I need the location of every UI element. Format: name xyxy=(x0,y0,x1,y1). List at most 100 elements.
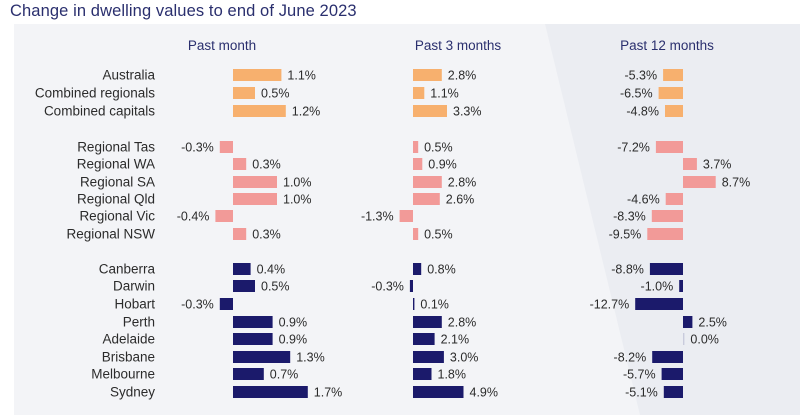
value-label-past-month-hobart: -0.3% xyxy=(181,298,214,312)
bar-past-3-months-hobart xyxy=(413,298,415,310)
bar-past-month-perth xyxy=(233,316,273,328)
value-label-past-month-regional-wa: 0.3% xyxy=(252,158,281,172)
category-label-perth: Perth xyxy=(123,315,155,330)
value-label-past-month-regional-sa: 1.0% xyxy=(283,176,312,190)
category-label-regional-sa: Regional SA xyxy=(80,175,155,190)
value-label-past-12-months-sydney: -5.1% xyxy=(625,386,658,400)
value-label-past-12-months-perth: 2.5% xyxy=(698,316,727,330)
bar-past-3-months-darwin xyxy=(409,280,413,292)
value-label-past-month-regional-tas: -0.3% xyxy=(181,141,214,155)
value-label-past-3-months-regional-qld: 2.6% xyxy=(446,193,475,207)
bar-past-month-darwin xyxy=(233,280,255,292)
value-label-past-month-combined-capitals: 1.2% xyxy=(292,105,321,119)
category-label-sydney: Sydney xyxy=(110,385,155,400)
value-label-past-month-australia: 1.1% xyxy=(287,69,316,83)
value-label-past-month-regional-nsw: 0.3% xyxy=(252,228,281,242)
value-label-past-12-months-regional-wa: 3.7% xyxy=(703,158,732,172)
value-label-past-12-months-hobart: -12.7% xyxy=(590,298,630,312)
bar-past-3-months-regional-vic xyxy=(399,210,413,222)
value-label-past-month-canberra: 0.4% xyxy=(257,263,286,277)
bar-past-12-months-darwin xyxy=(679,280,683,292)
bar-past-3-months-combined-regionals xyxy=(413,87,425,99)
value-label-past-3-months-brisbane: 3.0% xyxy=(450,351,479,365)
category-label-combined-capitals: Combined capitals xyxy=(44,104,155,119)
bar-past-12-months-australia xyxy=(663,69,683,81)
bar-past-3-months-adelaide xyxy=(413,333,435,345)
value-label-past-12-months-regional-sa: 8.7% xyxy=(722,176,751,190)
bar-past-month-canberra xyxy=(233,263,251,275)
value-label-past-12-months-australia: -5.3% xyxy=(624,69,657,83)
bar-past-3-months-sydney xyxy=(413,386,464,398)
bar-past-month-brisbane xyxy=(233,351,291,363)
bar-past-month-hobart xyxy=(219,298,233,310)
category-label-brisbane: Brisbane xyxy=(102,350,155,365)
bar-past-12-months-perth xyxy=(683,316,693,328)
bar-past-3-months-regional-qld xyxy=(413,193,440,205)
value-label-past-12-months-regional-vic: -8.3% xyxy=(613,210,646,224)
bar-past-12-months-regional-tas xyxy=(655,141,683,153)
value-label-past-3-months-regional-tas: 0.5% xyxy=(424,141,453,155)
value-label-past-3-months-australia: 2.8% xyxy=(448,69,477,83)
value-label-past-3-months-sydney: 4.9% xyxy=(470,386,499,400)
value-label-past-3-months-regional-sa: 2.8% xyxy=(448,176,477,190)
category-label-canberra: Canberra xyxy=(99,262,156,277)
value-label-past-month-sydney: 1.7% xyxy=(314,386,343,400)
bar-past-3-months-brisbane xyxy=(413,351,444,363)
category-label-darwin: Darwin xyxy=(113,279,155,294)
bar-past-month-regional-qld xyxy=(233,193,277,205)
bar-past-12-months-canberra xyxy=(649,263,683,275)
bar-past-12-months-sydney xyxy=(663,386,683,398)
bar-past-12-months-regional-sa xyxy=(683,176,716,188)
value-label-past-12-months-combined-regionals: -6.5% xyxy=(620,87,653,101)
value-label-past-3-months-hobart: 0.1% xyxy=(420,298,449,312)
bar-past-month-regional-nsw xyxy=(233,228,247,240)
bar-past-12-months-combined-regionals xyxy=(658,87,683,99)
bar-past-12-months-regional-qld xyxy=(665,193,683,205)
value-label-past-12-months-darwin: -1.0% xyxy=(641,280,674,294)
bar-past-month-adelaide xyxy=(233,333,273,345)
bar-past-month-combined-regionals xyxy=(233,87,255,99)
bar-past-month-sydney xyxy=(233,386,308,398)
value-label-past-month-brisbane: 1.3% xyxy=(296,351,325,365)
bar-past-3-months-regional-wa xyxy=(413,158,423,170)
bar-past-3-months-melbourne xyxy=(413,368,432,380)
category-label-adelaide: Adelaide xyxy=(102,332,155,347)
category-label-regional-qld: Regional Qld xyxy=(77,192,155,207)
value-label-past-month-regional-qld: 1.0% xyxy=(283,193,312,207)
bar-past-month-regional-vic xyxy=(215,210,233,222)
value-label-past-3-months-regional-nsw: 0.5% xyxy=(424,228,453,242)
bar-past-12-months-hobart xyxy=(635,298,683,310)
bar-past-12-months-adelaide xyxy=(683,333,685,345)
value-label-past-12-months-melbourne: -5.7% xyxy=(623,368,656,382)
value-label-past-month-perth: 0.9% xyxy=(279,316,308,330)
value-label-past-month-regional-vic: -0.4% xyxy=(177,210,210,224)
value-label-past-3-months-combined-regionals: 1.1% xyxy=(430,87,459,101)
category-label-combined-regionals: Combined regionals xyxy=(35,86,155,101)
value-label-past-month-darwin: 0.5% xyxy=(261,280,290,294)
category-label-melbourne: Melbourne xyxy=(91,367,155,382)
category-label-australia: Australia xyxy=(102,68,155,83)
bar-past-3-months-canberra xyxy=(413,263,422,275)
category-label-regional-nsw: Regional NSW xyxy=(66,227,155,242)
value-label-past-3-months-melbourne: 1.8% xyxy=(438,368,467,382)
value-label-past-12-months-regional-tas: -7.2% xyxy=(617,141,650,155)
bar-past-12-months-melbourne xyxy=(661,368,683,380)
bar-past-month-regional-sa xyxy=(233,176,277,188)
value-label-past-12-months-brisbane: -8.2% xyxy=(614,351,647,365)
value-label-past-12-months-canberra: -8.8% xyxy=(611,263,644,277)
value-label-past-month-adelaide: 0.9% xyxy=(279,333,308,347)
value-label-past-12-months-combined-capitals: -4.8% xyxy=(626,105,659,119)
bar-past-3-months-perth xyxy=(413,316,442,328)
bar-past-3-months-combined-capitals xyxy=(413,105,447,117)
value-label-past-3-months-darwin: -0.3% xyxy=(371,280,404,294)
category-label-regional-tas: Regional Tas xyxy=(77,140,155,155)
bar-past-month-combined-capitals xyxy=(233,105,286,117)
value-label-past-12-months-regional-qld: -4.6% xyxy=(627,193,660,207)
value-label-past-month-combined-regionals: 0.5% xyxy=(261,87,290,101)
chart-title: Change in dwelling values to end of June… xyxy=(10,2,357,20)
panel-header-past-month: Past month xyxy=(188,38,256,53)
category-label-regional-wa: Regional WA xyxy=(77,157,155,172)
bar-past-12-months-regional-wa xyxy=(683,158,697,170)
value-label-past-3-months-combined-capitals: 3.3% xyxy=(453,105,482,119)
bar-past-month-melbourne xyxy=(233,368,264,380)
